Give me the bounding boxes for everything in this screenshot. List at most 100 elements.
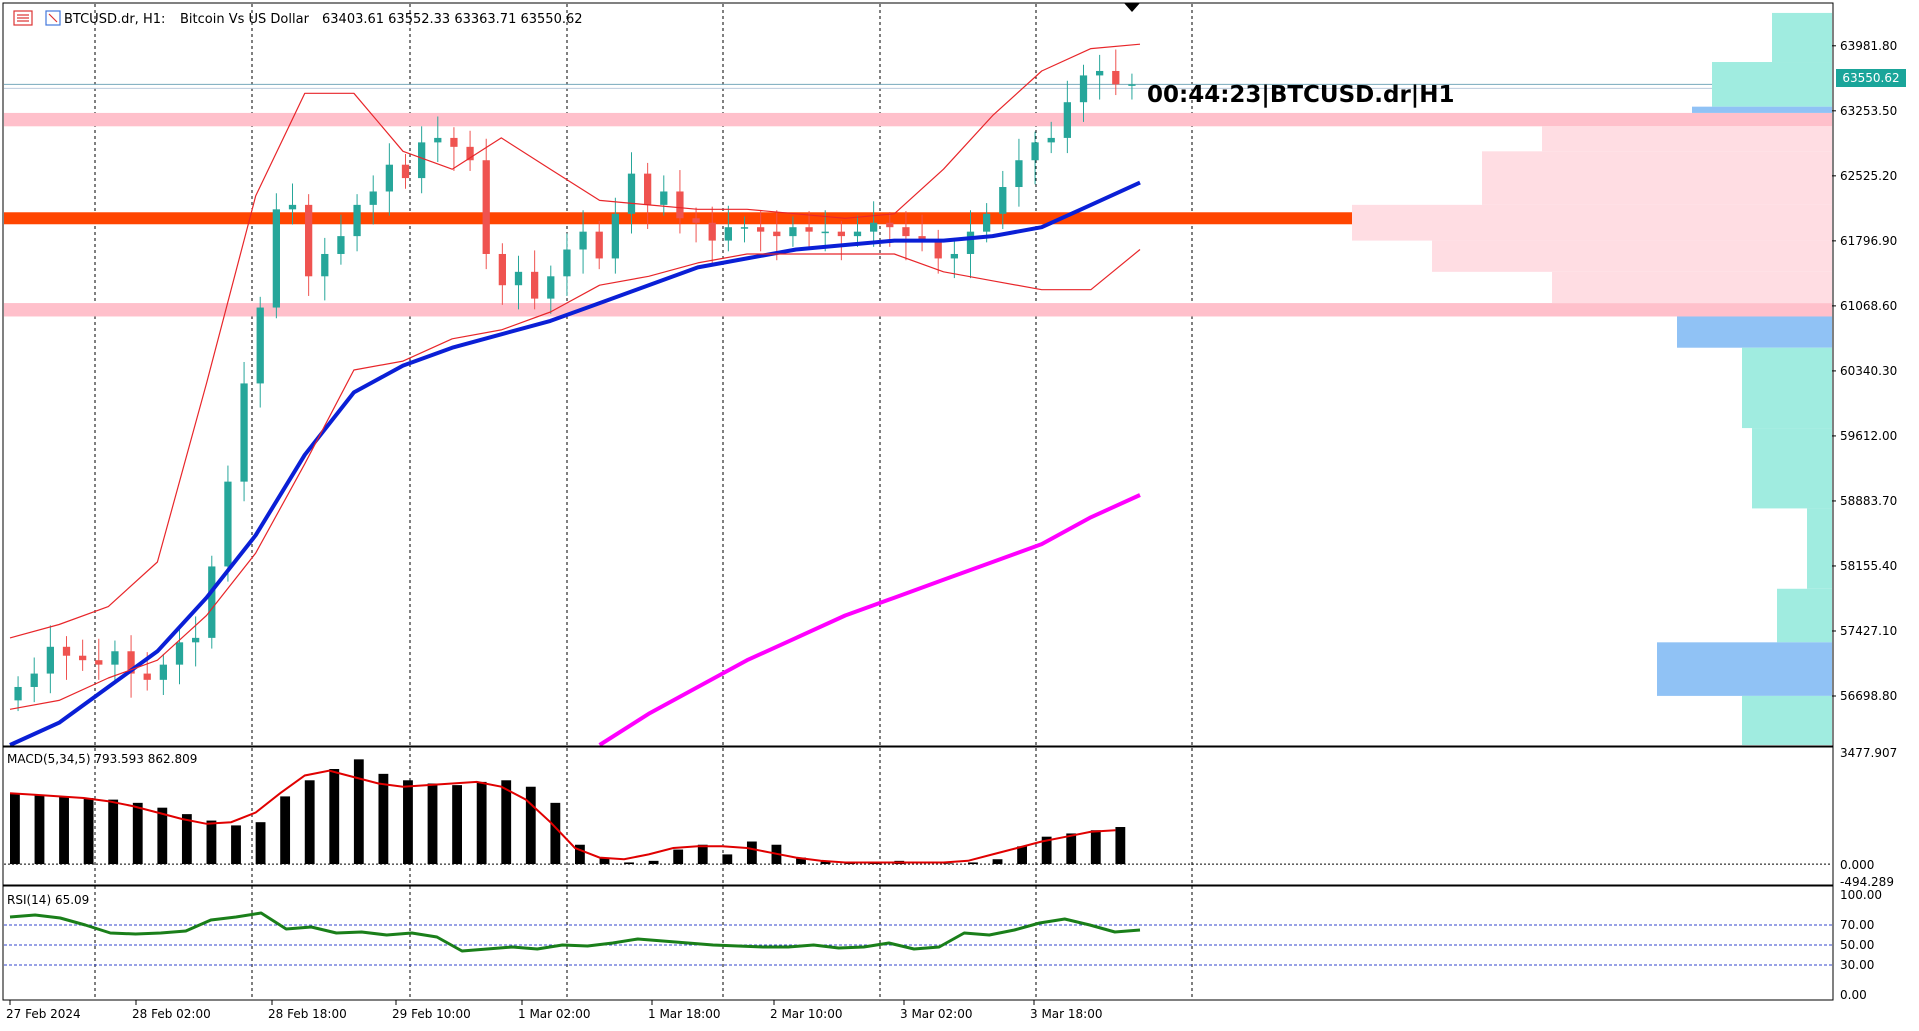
candle-body	[385, 164, 393, 192]
volume-profile-bar	[1432, 240, 1832, 272]
macd-histogram-bar	[280, 796, 291, 865]
rsi-tick-label: 30.00	[1840, 958, 1874, 972]
macd-histogram-bar	[476, 781, 487, 865]
macd-tick-label: -494.289	[1840, 875, 1894, 889]
macd-histogram-bar	[1041, 836, 1052, 865]
macd-histogram-bar	[181, 814, 192, 865]
volume-profile-bar	[1742, 347, 1832, 429]
volume-profile-bar	[1752, 428, 1832, 509]
candle-body	[611, 213, 619, 259]
candle-body	[1063, 102, 1071, 138]
candle-body	[240, 383, 248, 482]
candle-body	[644, 173, 652, 205]
macd-histogram-bar	[59, 796, 69, 865]
macd-tick-label: 3477.907	[1840, 746, 1897, 760]
candle-body	[46, 646, 54, 674]
macd-histogram-bar	[820, 860, 831, 865]
volume-profile-bar	[1692, 106, 1832, 113]
grid-layer	[94, 4, 1193, 1000]
candle-body	[143, 673, 151, 680]
volume-profile	[1352, 12, 1832, 745]
macd-histogram-bar	[304, 780, 315, 865]
macd-histogram-bar	[329, 769, 340, 865]
candle-body	[1047, 137, 1055, 143]
macd-histogram-bar	[697, 844, 708, 865]
candle-body	[14, 686, 22, 701]
price-tick-label: 58883.70	[1840, 494, 1897, 508]
macd-histogram-bar	[943, 863, 954, 865]
candle-body	[434, 137, 442, 143]
volume-profile-bar	[1482, 151, 1832, 205]
candle-body	[886, 222, 894, 228]
candle-body	[192, 637, 200, 643]
candle-body	[773, 231, 781, 237]
candle-body	[305, 204, 313, 277]
rsi-panel-border	[2, 885, 1834, 1001]
current-price-tag	[1836, 69, 1906, 87]
macd-histogram-bar	[108, 799, 119, 865]
macd-tick-label: 0.000	[1840, 858, 1874, 872]
macd-histogram-bar	[83, 798, 94, 865]
candle-body	[1015, 160, 1023, 188]
macd-histogram-bar	[1115, 827, 1126, 865]
candle-body	[514, 271, 523, 286]
macd-histogram-bar	[796, 857, 806, 865]
macd-histogram-bar	[10, 793, 20, 865]
moving-average-fast-line	[9, 180, 1141, 747]
current-bar-marker	[1124, 3, 1140, 12]
volume-profile-bar	[1657, 642, 1832, 696]
macd-histogram-bar	[550, 802, 561, 865]
candle-body	[466, 146, 474, 161]
macd-histogram-bar	[722, 854, 733, 865]
candle-body	[870, 222, 878, 232]
price-axis: 63981.80 63253.50 62525.20 61796.90 61068.60…	[1832, 39, 1897, 703]
candle-body	[159, 664, 167, 680]
candle-body	[1079, 75, 1088, 103]
macd-histogram-bar	[206, 820, 217, 865]
rsi-tick-label: 70.00	[1840, 918, 1874, 932]
macd-histogram-bar	[575, 844, 585, 865]
candle-body	[401, 164, 410, 179]
price-tick-label: 61796.90	[1840, 234, 1897, 248]
volume-profile-bar	[1542, 126, 1832, 152]
macd-histogram-bar	[132, 802, 143, 865]
price-tick-label: 63253.50	[1840, 104, 1897, 118]
candle-body	[208, 566, 216, 638]
macd-histogram-bar	[255, 822, 266, 865]
candle-body	[95, 660, 103, 665]
candle-body	[595, 231, 603, 259]
candle-body	[353, 204, 361, 237]
rsi-tick-label: 0.00	[1840, 988, 1867, 1002]
support-resistance-band[interactable]	[4, 303, 1832, 317]
candle-body	[789, 227, 797, 237]
candle-body	[418, 142, 426, 179]
candle-body	[1128, 84, 1136, 86]
price-tick-label: 59612.00	[1840, 429, 1897, 443]
symbol-description: Bitcoin Vs US Dollar	[180, 12, 310, 27]
time-axis: 27 Feb 2024 28 Feb 02:00 28 Feb 18:00 29 Fe…	[6, 1000, 1103, 1021]
candle-body	[1096, 70, 1104, 76]
volume-profile-bar	[1807, 508, 1832, 589]
rsi-line	[9, 911, 1141, 953]
rsi-panel: 100.00 70.00 50.00 30.00 0.00	[4, 888, 1882, 1002]
current-price-text: 63550.62	[1842, 71, 1899, 85]
candle-body	[62, 646, 71, 656]
candle-body	[30, 673, 38, 687]
macd-histogram-bar	[746, 841, 757, 865]
macd-label: MACD(5,34,5) 793.593 862.809	[7, 752, 197, 766]
candle-body	[934, 240, 942, 259]
candle-body	[1112, 70, 1120, 85]
price-tick-label: 61068.60	[1840, 299, 1897, 313]
support-resistance-band[interactable]	[4, 112, 1832, 127]
horizontal-levels-layer[interactable]	[4, 83, 1832, 317]
ohlc-values: 63403.61 63552.33 63363.71 63550.62	[322, 12, 583, 27]
time-tick-label: 3 Mar 02:00	[900, 1007, 973, 1021]
volume-profile-bar	[1712, 62, 1832, 107]
macd-histogram-bar	[673, 849, 684, 865]
macd-histogram-bar	[427, 783, 438, 865]
volume-profile-bar	[1552, 271, 1832, 304]
symbol-period: BTCUSD.dr, H1:	[64, 12, 165, 27]
macd-histogram-bar	[403, 780, 413, 865]
